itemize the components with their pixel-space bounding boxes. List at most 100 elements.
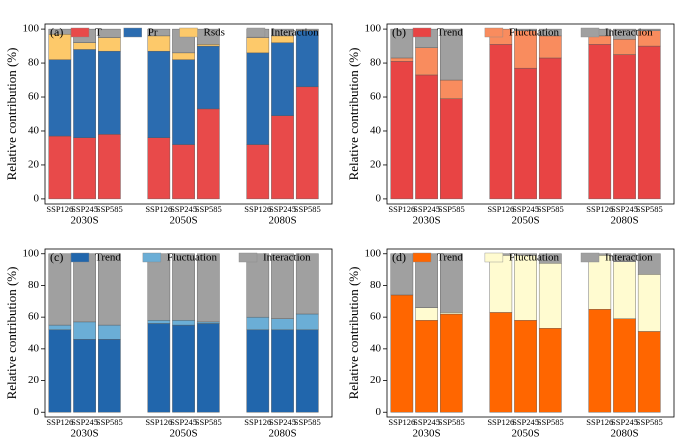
bar-segment [196, 45, 220, 110]
bar-segment [246, 37, 270, 54]
bar-segment [613, 318, 636, 413]
bar-segment [439, 253, 463, 313]
x-tick-label: SSP245 [512, 204, 539, 214]
group-label: 2080S [268, 215, 296, 227]
bar-segment [73, 42, 96, 50]
bar-segment [439, 313, 463, 413]
y-tick-label: 80 [370, 57, 382, 69]
bar-segment [97, 50, 121, 135]
group-label: 2050S [511, 428, 539, 437]
legend-label: Trend [437, 27, 463, 39]
x-tick-label: SSP126 [244, 417, 271, 427]
bar-segment [147, 323, 171, 413]
bar-segment [246, 253, 270, 318]
group-label: 2050S [169, 215, 197, 227]
x-tick-label: SSP126 [388, 417, 415, 427]
bar-segment [271, 28, 294, 37]
bar-segment [390, 294, 414, 413]
bar-segment [514, 253, 537, 256]
x-tick-label: SSP245 [269, 204, 296, 214]
x-tick-label: SSP585 [96, 204, 123, 214]
bar-segment [637, 28, 661, 31]
axes-frame [386, 23, 675, 205]
panel-label: (d) [392, 250, 406, 264]
bar-segment [97, 324, 121, 340]
bar-segment [439, 98, 463, 200]
bar-segment [246, 144, 270, 200]
bar-segment [613, 261, 636, 319]
group-label: 2080S [610, 428, 638, 437]
bar-segment [295, 329, 319, 413]
x-tick-label: SSP245 [611, 417, 638, 427]
bar-segment [489, 255, 513, 313]
group-label: 2080S [610, 215, 638, 227]
bar-segment [97, 253, 121, 326]
bar-segment [538, 28, 562, 37]
x-tick-label: SSP585 [636, 204, 663, 214]
bar-segment [48, 329, 72, 413]
bar-segment [271, 253, 294, 319]
bar-segment [538, 263, 562, 329]
bar-segment [196, 108, 220, 200]
axes-frame [386, 248, 675, 418]
legend-label: Interaction [605, 27, 653, 39]
y-tick-label: 60 [28, 311, 40, 323]
bar-segment [390, 57, 414, 62]
legend-label: Fluctuation [509, 27, 560, 39]
x-tick-label: SSP126 [586, 204, 613, 214]
bar-segment [246, 329, 270, 413]
x-tick-label: SSP245 [170, 417, 197, 427]
bar-segment [439, 79, 463, 99]
legend-label: Fluctuation [167, 252, 218, 264]
legend-swatch [123, 27, 142, 38]
bar-segment [613, 54, 636, 200]
legend-swatch [70, 27, 90, 38]
bar-segment [172, 59, 195, 145]
bar-segment [439, 312, 463, 315]
y-tick-label: 100 [23, 247, 40, 259]
bar-segment [415, 307, 438, 321]
bar-segment [613, 253, 636, 262]
y-tick-label: 80 [28, 57, 40, 69]
x-tick-label: SSP126 [46, 417, 73, 427]
y-axis-label: Relative contribution (%) [4, 48, 19, 181]
legend-label: T [95, 27, 102, 39]
bar-segment [97, 37, 121, 52]
group-label: 2080S [268, 428, 296, 437]
y-tick-label: 0 [376, 406, 382, 418]
bar-segment [246, 316, 270, 331]
y-tick-label: 40 [370, 125, 382, 137]
bar-segment [514, 320, 537, 413]
bar-segment [73, 137, 96, 200]
y-tick-label: 40 [28, 342, 40, 354]
bar-segment [246, 52, 270, 145]
x-tick-label: SSP245 [71, 204, 98, 214]
bar-segment [48, 59, 72, 137]
bar-segment [514, 67, 537, 200]
bar-segment [172, 144, 195, 200]
bar-segment [588, 309, 612, 413]
group-label: 2050S [511, 215, 539, 227]
bar-segment [588, 44, 612, 200]
x-tick-label: SSP585 [195, 204, 222, 214]
bar-segment [97, 339, 121, 413]
x-tick-label: SSP585 [294, 204, 321, 214]
bar-segment [172, 320, 195, 326]
axes-frame [44, 23, 333, 205]
panel-label: (c) [50, 250, 63, 264]
bar-segment [147, 50, 171, 138]
x-tick-label: SSP245 [413, 204, 440, 214]
bar-segment [439, 28, 463, 81]
bar-segment [613, 39, 636, 55]
x-tick-label: SSP585 [537, 417, 564, 427]
x-tick-label: SSP126 [586, 417, 613, 427]
y-tick-label: 20 [370, 158, 382, 170]
bar-segment [415, 320, 438, 413]
y-tick-label: 100 [365, 247, 382, 259]
bar-segment [295, 28, 319, 31]
bar-segment [97, 28, 121, 38]
legend-swatch [238, 252, 258, 263]
bar-segment [415, 47, 438, 76]
y-tick-label: 60 [370, 311, 382, 323]
bar-segment [97, 134, 121, 200]
